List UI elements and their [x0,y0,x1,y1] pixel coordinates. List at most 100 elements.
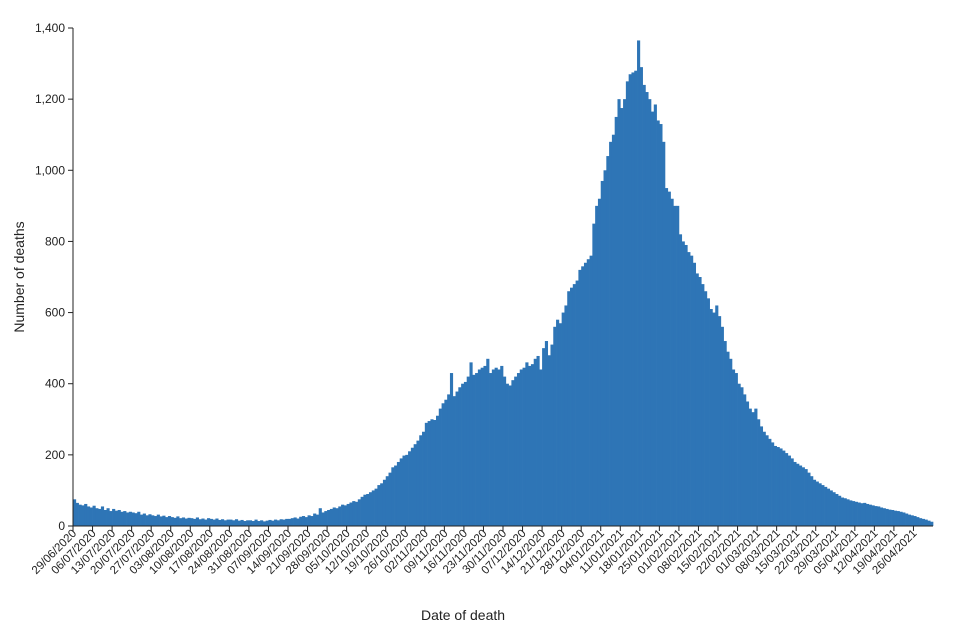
bar [637,40,641,526]
bar [891,509,895,526]
bar [539,369,543,526]
bar [257,521,261,526]
bar [720,326,724,526]
bar [145,515,149,526]
bar [405,454,409,526]
bar [664,188,669,526]
bar [882,508,886,526]
bar [95,508,99,526]
bar [865,503,870,526]
bar [907,514,912,526]
bar [324,511,328,526]
bar [592,223,596,526]
bar [349,502,353,526]
bar [477,369,482,526]
bar [103,509,107,526]
bar [871,505,875,526]
bar [341,504,345,526]
bar [829,490,833,526]
bar [550,344,554,526]
bar [100,506,105,526]
bar [142,513,146,526]
bar [676,205,680,527]
bar [913,516,917,526]
bar [768,438,772,526]
bar [553,326,557,526]
bar [162,515,166,526]
bar [313,513,317,526]
bar [709,309,713,526]
bar [78,504,82,526]
bar [466,376,470,526]
bar [112,508,116,526]
bar [723,341,727,526]
bar [765,435,769,526]
bar [600,180,604,526]
bar [234,519,239,526]
bar [75,502,79,526]
bar [740,387,744,526]
bar [500,365,504,526]
bar [463,381,468,526]
bar [734,373,738,526]
bar [798,465,803,526]
bar [226,519,230,526]
bar [782,450,786,526]
bar [310,516,314,526]
bar [288,518,292,526]
bar [578,269,582,526]
bar [570,287,574,526]
bar [645,92,649,526]
bar [458,387,462,526]
bar [452,396,456,526]
bar [195,517,199,526]
bar [692,262,697,526]
bar [262,521,267,526]
bar [391,467,395,526]
bar [126,512,130,526]
bar [176,516,180,526]
bar [435,415,440,526]
bar [583,262,588,526]
bar [486,358,490,526]
bar [346,503,350,526]
bar [285,518,289,526]
bar [117,509,121,526]
bar [246,520,250,526]
bar [483,365,487,526]
bar [754,408,758,526]
bar [729,358,733,526]
bar [544,341,549,526]
bar [159,516,163,526]
bar [268,519,272,526]
bar [893,510,898,526]
bar [542,348,546,526]
bar [712,312,716,526]
bar [232,520,236,526]
y-tick-label: 200 [45,448,65,462]
bar [153,516,158,526]
bar [374,488,378,526]
y-tick-label: 0 [58,519,65,533]
bar [165,517,169,526]
bar [106,508,110,526]
bar [248,520,253,526]
bar [218,519,222,526]
y-tick-label: 800 [45,234,65,248]
bar [642,84,646,526]
bar [114,510,119,526]
bar [659,124,663,526]
bar [860,503,864,526]
bar [625,81,629,527]
bar [877,506,881,526]
bar [558,323,562,526]
bar [424,422,428,526]
bar [530,364,535,526]
bar [296,518,300,526]
bar [109,511,113,526]
bar [427,421,431,526]
bar [547,355,551,526]
bar [776,447,780,526]
bar [662,141,666,526]
